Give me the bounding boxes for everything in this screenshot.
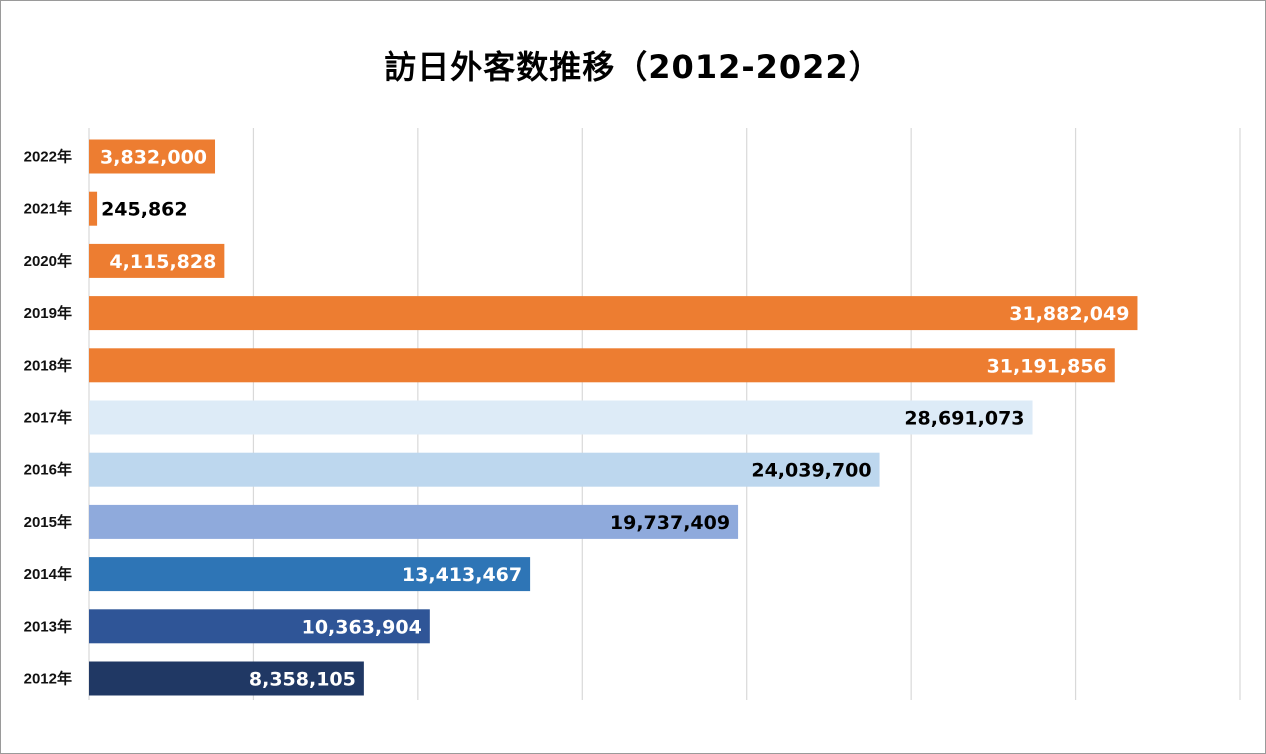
category-tick-label: 2013年 xyxy=(24,617,72,635)
bar xyxy=(89,243,225,278)
data-label: 13,413,467 xyxy=(402,564,522,586)
data-label: 31,191,856 xyxy=(987,355,1107,377)
bar xyxy=(89,139,216,174)
bar xyxy=(89,557,531,592)
category-tick-label: 2018年 xyxy=(24,356,72,374)
bar xyxy=(89,661,364,696)
data-label: 19,737,409 xyxy=(610,512,730,534)
data-label: 31,882,049 xyxy=(1009,303,1129,325)
data-label: 24,039,700 xyxy=(751,460,871,482)
category-tick-label: 2019年 xyxy=(24,304,72,322)
data-label: 28,691,073 xyxy=(904,408,1024,430)
category-tick-label: 2016年 xyxy=(24,461,72,479)
bar xyxy=(89,609,430,644)
bar xyxy=(89,191,98,226)
bar xyxy=(89,296,1138,331)
category-tick-label: 2020年 xyxy=(24,252,72,270)
category-tick-label: 2015年 xyxy=(24,513,72,531)
data-label: 4,115,828 xyxy=(109,251,216,273)
data-label: 8,358,105 xyxy=(249,669,356,691)
bar xyxy=(89,348,1115,383)
data-label: 3,832,000 xyxy=(100,147,207,169)
category-tick-label: 2021年 xyxy=(24,200,72,218)
bar xyxy=(89,504,739,539)
data-label: 245,862 xyxy=(101,199,188,221)
category-tick-label: 2017年 xyxy=(24,409,72,427)
category-tick-label: 2022年 xyxy=(24,148,72,166)
chart-title: 訪日外客数推移（2012-2022） xyxy=(384,48,882,86)
category-tick-label: 2014年 xyxy=(24,565,72,583)
category-tick-label: 2012年 xyxy=(24,670,72,688)
bar xyxy=(89,452,880,487)
bar xyxy=(89,400,1033,435)
data-label: 10,363,904 xyxy=(302,616,422,638)
